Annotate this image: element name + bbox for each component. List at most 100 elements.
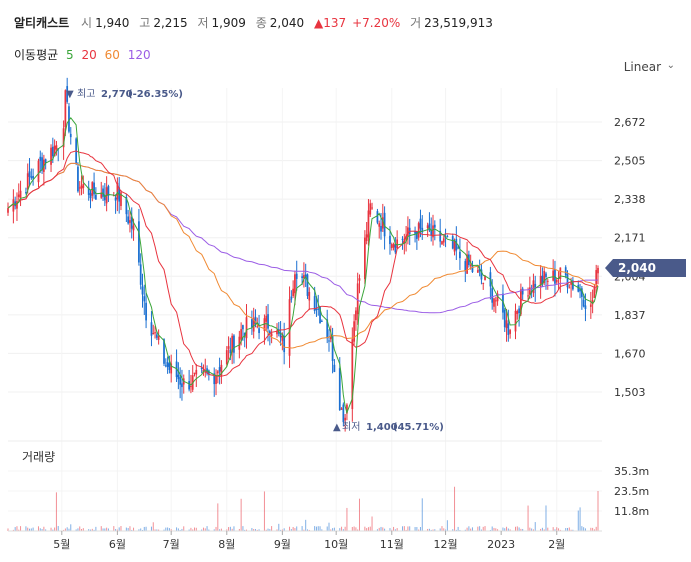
candle-body xyxy=(457,247,459,249)
candle-body xyxy=(367,210,370,238)
candle-body xyxy=(245,317,248,339)
close-value: 2,040 xyxy=(269,16,305,30)
volume-bar xyxy=(168,528,170,531)
volume-bar xyxy=(366,528,368,531)
ma20-line xyxy=(7,150,599,377)
volume-bar xyxy=(254,529,256,531)
volume-bar xyxy=(280,529,282,531)
volume-label: 거 xyxy=(410,16,422,30)
candle-body xyxy=(132,225,135,231)
volume-bar xyxy=(267,528,269,531)
volume-axis: 35.3m 23.5m 11.8m xyxy=(8,465,649,518)
candle-body xyxy=(564,267,567,276)
volume-bar xyxy=(455,529,457,531)
volume-bar xyxy=(113,526,115,531)
volume-bar xyxy=(278,523,280,531)
volume-bar xyxy=(177,528,179,531)
candle-body xyxy=(306,274,309,296)
volume-bar xyxy=(276,529,278,531)
candle-body xyxy=(281,335,284,341)
volume-bar xyxy=(301,526,303,531)
volume-bar xyxy=(547,527,549,531)
candle-body xyxy=(207,370,210,375)
min-marker-label: 최저 xyxy=(342,421,360,433)
candle-body xyxy=(446,235,449,237)
candle-body xyxy=(509,330,512,334)
volume-bar xyxy=(452,529,454,531)
candle-body xyxy=(77,166,79,192)
volume-bar xyxy=(192,529,194,531)
max-marker: ▼ 최고 2,770 (-26.35%) xyxy=(66,88,183,100)
volume-bar xyxy=(229,526,231,531)
volume-bar xyxy=(529,527,531,531)
volume-bar xyxy=(522,528,524,531)
volume-bar xyxy=(125,527,127,531)
volume-bar xyxy=(493,527,495,531)
volume-bar xyxy=(341,526,343,531)
x-tick-label: 8월 xyxy=(218,538,235,551)
volume-bar xyxy=(7,528,9,531)
max-marker-value: 2,770 xyxy=(101,89,133,100)
volume-bar xyxy=(150,526,152,531)
candle-body xyxy=(320,320,323,322)
volume-bar xyxy=(572,529,574,531)
volume-bar xyxy=(518,527,520,531)
candle-body xyxy=(355,310,357,321)
volume-bar xyxy=(584,528,586,531)
volume-bar xyxy=(543,529,545,531)
candle-body xyxy=(570,282,572,285)
candle-body xyxy=(292,288,295,296)
volume-bar xyxy=(556,527,558,531)
candle-body xyxy=(303,275,305,279)
candle-body xyxy=(50,147,52,165)
volume-bar xyxy=(459,529,461,531)
volume-bar xyxy=(129,526,131,531)
volume-bar xyxy=(39,528,41,531)
volume-bar xyxy=(133,527,135,531)
candle-body xyxy=(545,273,547,278)
chevron-down-icon[interactable]: ⌄ xyxy=(666,60,675,71)
volume-bar xyxy=(271,526,273,531)
candle-body xyxy=(53,145,56,157)
low-label: 저 xyxy=(197,16,209,30)
volume-bars xyxy=(7,486,599,531)
candle-body xyxy=(371,207,373,209)
volume-bar xyxy=(303,529,305,531)
candle-body xyxy=(394,244,397,253)
candle-body xyxy=(69,133,72,138)
candle-body xyxy=(154,332,156,334)
candle-body xyxy=(216,371,219,374)
volume-bar xyxy=(568,527,570,531)
volume-bar xyxy=(380,526,382,531)
price-plot-area xyxy=(8,88,602,433)
scale-selector[interactable]: Linear xyxy=(623,60,661,74)
min-marker: ▲ 최저 1,400 (45.71%) xyxy=(333,421,444,433)
candle-body xyxy=(502,293,504,313)
volume-bar xyxy=(333,527,335,531)
volume-bar xyxy=(468,526,470,531)
candle-body xyxy=(252,318,255,332)
max-marker-pct: (-26.35%) xyxy=(128,89,183,100)
volume-bar xyxy=(567,527,569,531)
volume-bar xyxy=(479,526,481,531)
candle-body xyxy=(593,287,596,298)
volume-bar xyxy=(482,526,484,531)
candle-body xyxy=(338,368,341,410)
volume-bar xyxy=(376,529,378,531)
candle-body xyxy=(268,331,271,334)
candle-body xyxy=(254,316,257,325)
candle-body xyxy=(204,371,207,373)
candle-body xyxy=(114,197,117,201)
volume-bar xyxy=(491,526,493,531)
candle-body xyxy=(301,276,303,278)
candle-body xyxy=(317,308,320,310)
volume-bar xyxy=(208,529,210,531)
candle-body xyxy=(251,319,253,328)
candle-body xyxy=(566,274,569,288)
candle-body xyxy=(213,373,216,385)
volume-bar xyxy=(102,528,104,531)
candle-body xyxy=(403,240,406,244)
volume-bar xyxy=(590,527,592,531)
volume-bar xyxy=(534,522,536,531)
